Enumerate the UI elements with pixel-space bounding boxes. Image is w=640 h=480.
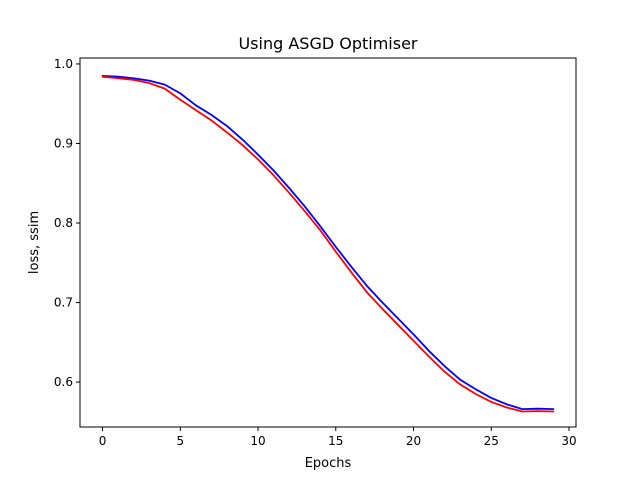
plot-frame xyxy=(79,57,577,428)
y-axis: 0.6 0.7 0.8 0.9 1.0 xyxy=(54,57,80,389)
y-tick-label: 0.8 xyxy=(54,216,73,230)
x-tick-label: 25 xyxy=(484,434,499,448)
y-tick-label: 0.6 xyxy=(54,375,73,389)
x-tick-label: 5 xyxy=(176,434,184,448)
y-axis-label: loss, ssim xyxy=(27,211,42,274)
y-tick-label: 0.9 xyxy=(54,136,73,150)
y-tick-label: 0.7 xyxy=(54,296,73,310)
series-line-1 xyxy=(101,74,555,411)
x-tick-label: 15 xyxy=(328,434,343,448)
chart-title: Using ASGD Optimiser xyxy=(238,34,417,53)
y-tick-label: 1.0 xyxy=(54,57,73,71)
x-tick-label: 20 xyxy=(406,434,421,448)
series-line-2 xyxy=(101,75,555,413)
x-tick-label: 10 xyxy=(250,434,265,448)
x-tick-label: 30 xyxy=(561,434,576,448)
x-tick-label: 0 xyxy=(99,434,107,448)
x-axis-label: Epochs xyxy=(305,456,352,471)
x-axis: 0 5 10 15 20 25 30 xyxy=(99,427,577,448)
series-layer xyxy=(101,74,555,413)
